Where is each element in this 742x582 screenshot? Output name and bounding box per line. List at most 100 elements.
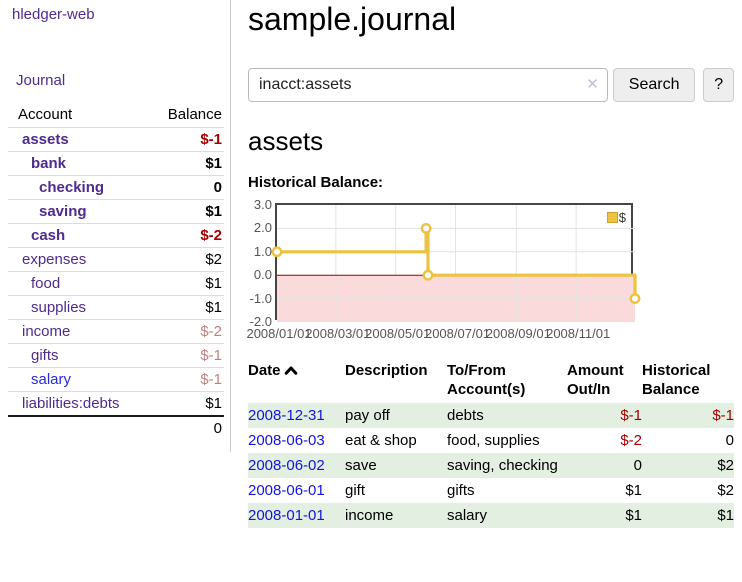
- accounts-header: Account: [18, 106, 73, 123]
- account-balance: $-1: [151, 367, 224, 392]
- search-button[interactable]: Search: [612, 68, 696, 102]
- register-amount: $1: [625, 482, 642, 499]
- register-date-link[interactable]: 2008-06-02: [248, 457, 325, 474]
- register-date-link[interactable]: 2008-12-31: [248, 407, 325, 424]
- account-balance: $1: [151, 151, 224, 176]
- register-description: pay off: [345, 407, 390, 424]
- search-field-wrap: ✕: [248, 68, 608, 102]
- register-header-balance: Historical Balance: [642, 362, 711, 398]
- account-link[interactable]: saving: [39, 203, 87, 220]
- account-balance: $1: [151, 271, 224, 296]
- series-marker: [271, 246, 283, 258]
- account-link[interactable]: assets: [22, 131, 69, 148]
- register-accounts: food, supplies: [447, 432, 540, 449]
- app-brand: hledger-web: [12, 6, 230, 23]
- y-tick-label: -2.0: [249, 314, 272, 329]
- account-balance: $1: [151, 199, 224, 224]
- account-balance: $-2: [151, 319, 224, 344]
- register-date-cell: 2008-01-01: [248, 503, 345, 528]
- register-amount: $1: [625, 507, 642, 524]
- account-row: cash $-2: [8, 223, 224, 248]
- account-cell: gifts: [8, 343, 152, 368]
- account-balance: $2: [151, 247, 224, 272]
- account-row: gifts $-1: [8, 343, 224, 368]
- register-date-link[interactable]: 2008-06-03: [248, 432, 325, 449]
- account-row: supplies $1: [8, 295, 224, 320]
- register-accounts: debts: [447, 407, 484, 424]
- register-description: gift: [345, 482, 366, 499]
- register-accounts: salary: [447, 507, 488, 524]
- account-row: food $1: [8, 271, 224, 296]
- register-description: income: [345, 507, 394, 524]
- y-tick-label: 0.0: [253, 267, 272, 283]
- x-tick-label: 2008/03/01: [305, 326, 371, 341]
- search-input[interactable]: [248, 68, 608, 102]
- account-link[interactable]: salary: [31, 371, 72, 388]
- register-accounts: gifts: [447, 482, 475, 499]
- y-tick-label: 1.0: [253, 243, 272, 259]
- x-tick-label: 2008/01/01: [246, 326, 312, 341]
- account-link[interactable]: supplies: [31, 299, 87, 316]
- legend-label: $: [618, 210, 626, 225]
- register-row: 2008-06-03 eat & shop food, supplies $-2 0: [248, 428, 734, 453]
- account-link[interactable]: liabilities:debts: [22, 395, 120, 412]
- register-header-description: Description: [345, 362, 428, 379]
- register-amount: $-1: [620, 407, 642, 424]
- register-description: save: [345, 457, 377, 474]
- register-balance: 0: [725, 432, 734, 449]
- nav-journal-link[interactable]: Journal: [16, 72, 66, 89]
- register-date-link[interactable]: 2008-01-01: [248, 507, 325, 524]
- legend-swatch-icon: [606, 212, 618, 223]
- account-link[interactable]: food: [31, 275, 61, 292]
- account-balance: $1: [151, 391, 224, 416]
- sidebar: hledger-web Journal Account Balance asse…: [0, 0, 231, 452]
- account-link[interactable]: checking: [39, 179, 105, 196]
- account-link[interactable]: gifts: [31, 347, 59, 364]
- account-link[interactable]: cash: [31, 227, 66, 244]
- register-balance: $-1: [712, 407, 734, 424]
- register-table: Date Description To/From Account(s) Amou…: [248, 361, 734, 528]
- register-header-amount: Amount Out/In: [567, 362, 624, 398]
- register-row: 2008-12-31 pay off debts $-1 $-1: [248, 403, 734, 428]
- register-balance: $1: [717, 507, 734, 524]
- register-date-link[interactable]: 2008-06-01: [248, 482, 325, 499]
- register-row: 2008-01-01 income salary $1 $1: [248, 503, 734, 528]
- account-cell: checking: [8, 175, 152, 200]
- app-brand-link[interactable]: hledger-web: [12, 6, 95, 23]
- sort-ascending-icon: [284, 366, 297, 375]
- account-cell: bank: [8, 151, 152, 176]
- account-cell: liabilities:debts: [8, 391, 152, 416]
- sidebar-nav: Journal: [16, 72, 230, 89]
- register-header-date[interactable]: Date: [248, 361, 345, 403]
- account-row: assets $-1: [8, 127, 224, 152]
- page-title: sample.journal: [248, 1, 457, 37]
- account-link[interactable]: income: [22, 323, 71, 340]
- y-tick-label: -1.0: [249, 290, 272, 306]
- search-bar: ✕ Search ?: [248, 68, 734, 102]
- register-header-row: Date Description To/From Account(s) Amou…: [248, 361, 734, 403]
- chart-plot-area: $: [271, 203, 641, 322]
- register-row: 2008-06-01 gift gifts $1 $2: [248, 478, 734, 503]
- help-button[interactable]: ?: [703, 68, 734, 102]
- x-tick-label: 2008/09/01: [485, 326, 551, 341]
- account-row: income $-2: [8, 319, 224, 344]
- account-link[interactable]: expenses: [22, 251, 87, 268]
- accounts-total-row: 0: [8, 415, 224, 440]
- accounts-balance-table: Account Balance assets $-1 bank $1 checking 0…: [8, 103, 224, 440]
- chart-legend: $: [606, 210, 626, 225]
- accounts-total-value: 0: [151, 415, 224, 440]
- account-link[interactable]: bank: [31, 155, 67, 172]
- clear-search-icon[interactable]: ✕: [586, 76, 599, 93]
- account-section-heading: assets: [248, 126, 324, 156]
- account-cell: supplies: [8, 295, 152, 320]
- main-content: sample.journal ✕ Search ? assets Histori…: [246, 0, 734, 528]
- chart-canvas: [271, 205, 641, 322]
- account-balance: $-1: [151, 127, 224, 152]
- accounts-total-spacer: [8, 415, 152, 440]
- register-amount: 0: [633, 457, 642, 474]
- series-marker: [420, 223, 432, 234]
- account-balance: $-1: [151, 343, 224, 368]
- account-row: checking 0: [8, 175, 224, 200]
- x-tick-label: 2008/05/01: [365, 326, 431, 341]
- x-tick-label: 2008/07/01: [424, 326, 491, 341]
